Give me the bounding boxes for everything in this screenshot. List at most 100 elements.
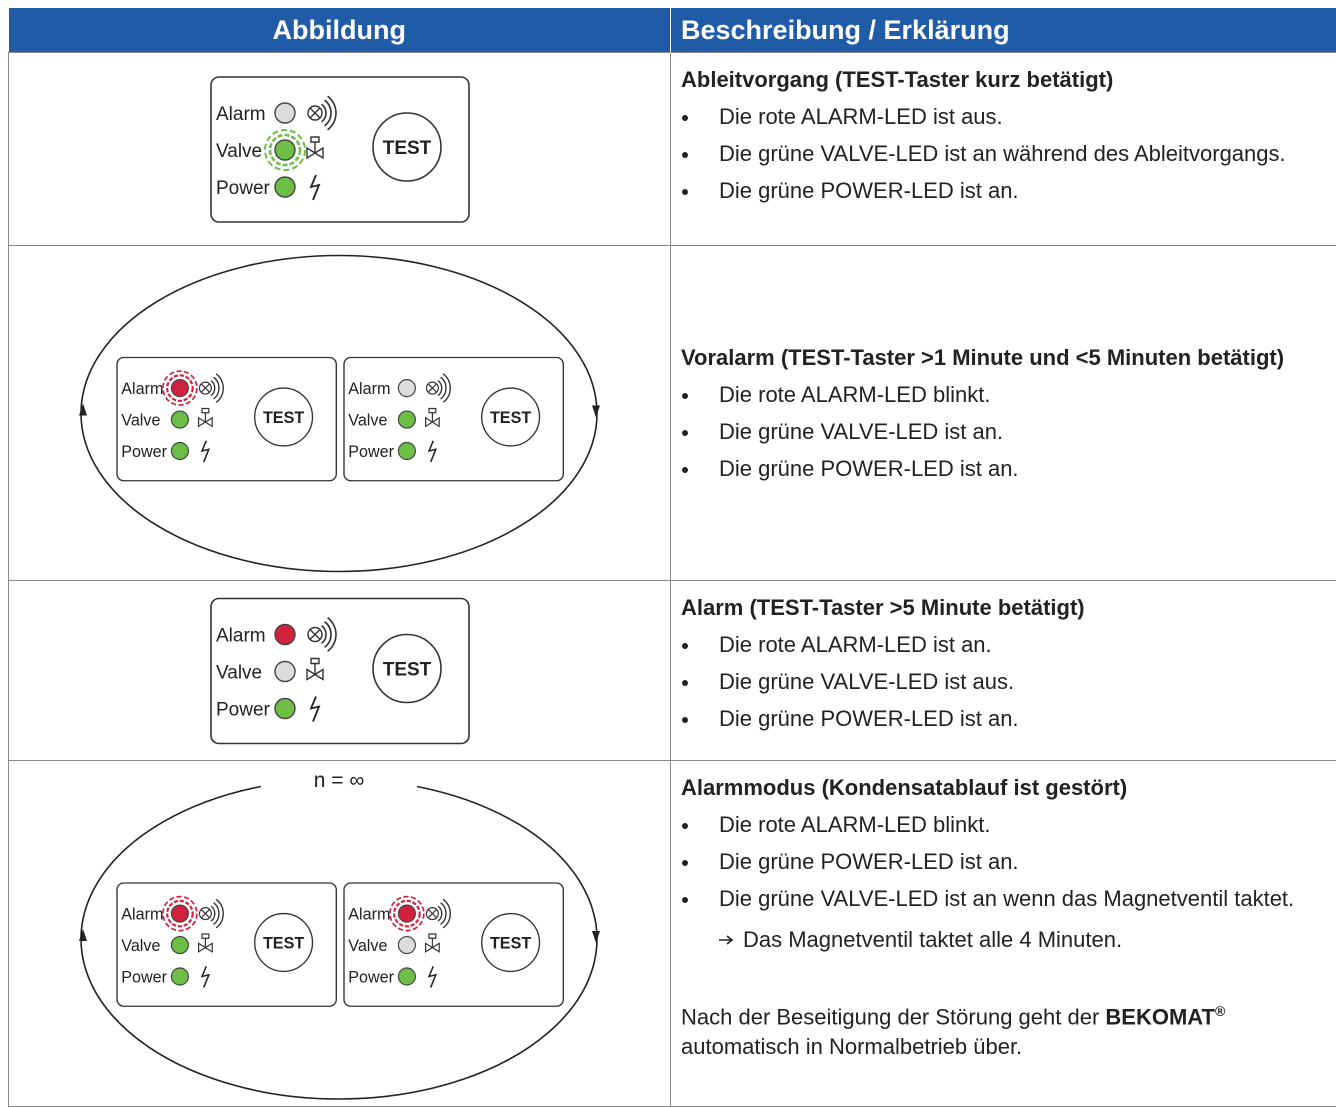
- led: [398, 905, 415, 922]
- led-label: Alarm: [216, 626, 266, 647]
- test-label: TEST: [383, 660, 432, 681]
- test-label: TEST: [263, 934, 304, 952]
- bullet-text: Die rote ALARM-LED ist aus.: [719, 104, 1003, 129]
- led-label: Power: [121, 443, 167, 461]
- table: Abbildung Beschreibung / Erklärung Alarm…: [8, 8, 1336, 1107]
- bullet-text: Die grüne VALVE-LED ist aus.: [719, 669, 1014, 694]
- bullet-text: Die grüne POWER-LED ist an.: [719, 456, 1019, 481]
- note-text: Nach der Beseitigung der Störung geht de…: [681, 1004, 1105, 1029]
- bullet-list: Die rote ALARM-LED blinkt. Die grüne POWE…: [681, 806, 1326, 958]
- led: [398, 380, 415, 397]
- bullet-list: Die rote ALARM-LED ist aus. Die grüne VAL…: [681, 98, 1326, 209]
- bullet-text: Die rote ALARM-LED blinkt.: [719, 382, 990, 407]
- bullet-text: Die grüne VALVE-LED ist an wenn das Magn…: [719, 886, 1294, 911]
- row-title: Alarm (TEST-Taster >5 Minute betätigt): [681, 589, 1326, 626]
- note-mark: ®: [1215, 1003, 1225, 1019]
- description-cell: Alarm (TEST-Taster >5 Minute betätigt)Di…: [671, 581, 1336, 761]
- header-row: Abbildung Beschreibung / Erklärung: [9, 8, 1336, 53]
- led: [398, 968, 415, 985]
- description-cell: Voralarm (TEST-Taster >1 Minute und <5 M…: [671, 246, 1336, 581]
- loop-label: n = ∞: [314, 769, 365, 792]
- bullet-list: Die rote ALARM-LED ist an. Die grüne VALV…: [681, 626, 1326, 737]
- description-cell: Alarmmodus (Kondensatablauf ist gestört)…: [671, 761, 1336, 1107]
- led-label: Alarm: [348, 380, 390, 398]
- bullet-item: Die grüne POWER-LED ist an.: [681, 843, 1326, 880]
- bullet-text: Die grüne VALVE-LED ist an.: [719, 419, 1003, 444]
- bullet-list: Die rote ALARM-LED blinkt. Die grüne VALV…: [681, 376, 1326, 487]
- led: [398, 411, 415, 428]
- bullet-item: Die rote ALARM-LED ist an.: [681, 626, 1326, 663]
- description-cell: Ableitvorgang (TEST-Taster kurz betätigt…: [671, 53, 1336, 246]
- led-label: Power: [216, 178, 271, 199]
- sub-item: Das Magnetventil taktet alle 4 Minuten.: [719, 921, 1326, 958]
- led-label: Alarm: [121, 906, 163, 924]
- led: [275, 699, 295, 719]
- led-label: Valve: [348, 412, 387, 430]
- led: [171, 905, 188, 922]
- led: [171, 443, 188, 460]
- bullet-text: Die grüne POWER-LED ist an.: [719, 706, 1019, 731]
- led-label: Alarm: [348, 906, 390, 924]
- bullet-item: Die rote ALARM-LED blinkt.: [681, 376, 1326, 413]
- header-cell: Beschreibung / Erklärung: [671, 8, 1336, 53]
- figure-cell: Alarm Valve Power TEST: [9, 53, 671, 246]
- led: [398, 937, 415, 954]
- bullet-item: Die grüne POWER-LED ist an.: [681, 450, 1326, 487]
- bullet-item: Die grüne POWER-LED ist an.: [681, 172, 1326, 209]
- sub-text: Das Magnetventil taktet alle 4 Minuten.: [743, 921, 1122, 958]
- bullet-item: Die grüne POWER-LED ist an.: [681, 700, 1326, 737]
- led: [171, 968, 188, 985]
- bullet-text: Die grüne POWER-LED ist an.: [719, 849, 1019, 874]
- note-text: automatisch in Normalbetrieb über.: [681, 1034, 1022, 1059]
- row-title: Voralarm (TEST-Taster >1 Minute und <5 M…: [681, 339, 1326, 376]
- bullet-item: Die grüne VALVE-LED ist an.: [681, 413, 1326, 450]
- bullet-text: Die grüne VALVE-LED ist an während des A…: [719, 141, 1286, 166]
- arrow-icon: [719, 934, 735, 946]
- bullet-item: Die grüne VALVE-LED ist an wenn das Magn…: [681, 880, 1326, 958]
- led: [275, 662, 295, 682]
- bullet-item: Die rote ALARM-LED blinkt.: [681, 806, 1326, 843]
- loop-arrow: [592, 406, 600, 418]
- led: [171, 380, 188, 397]
- test-label: TEST: [490, 409, 531, 427]
- control-panel: Alarm Valve Power TEST: [117, 883, 336, 1006]
- test-label: TEST: [263, 409, 304, 427]
- led: [275, 140, 295, 160]
- led-label: Alarm: [121, 380, 163, 398]
- control-panel: Alarm Valve Power TEST: [211, 77, 469, 222]
- led-label: Power: [121, 968, 167, 986]
- led: [398, 443, 415, 460]
- led-label: Power: [348, 443, 394, 461]
- led-label: Alarm: [216, 104, 266, 125]
- test-label: TEST: [490, 934, 531, 952]
- led: [171, 411, 188, 428]
- row-title: Alarmmodus (Kondensatablauf ist gestört): [681, 769, 1326, 806]
- bullet-text: Die rote ALARM-LED ist an.: [719, 632, 992, 657]
- led: [275, 103, 295, 123]
- led: [171, 937, 188, 954]
- test-label: TEST: [383, 138, 432, 159]
- note-brand: BEKOMAT: [1105, 1004, 1215, 1029]
- led-label: Valve: [216, 141, 262, 162]
- led-label: Valve: [348, 937, 387, 955]
- bullet-text: Die grüne POWER-LED ist an.: [719, 178, 1019, 203]
- table-body: Alarm Valve Power TEST Ableitvorgang (TEST-T…: [9, 53, 1336, 1107]
- note: Nach der Beseitigung der Störung geht de…: [681, 996, 1326, 1062]
- loop-arrow: [592, 931, 600, 943]
- led: [275, 177, 295, 197]
- led-label: Power: [216, 700, 271, 721]
- bullet-item: Die grüne VALVE-LED ist an während des A…: [681, 135, 1326, 172]
- led-label: Valve: [121, 937, 160, 955]
